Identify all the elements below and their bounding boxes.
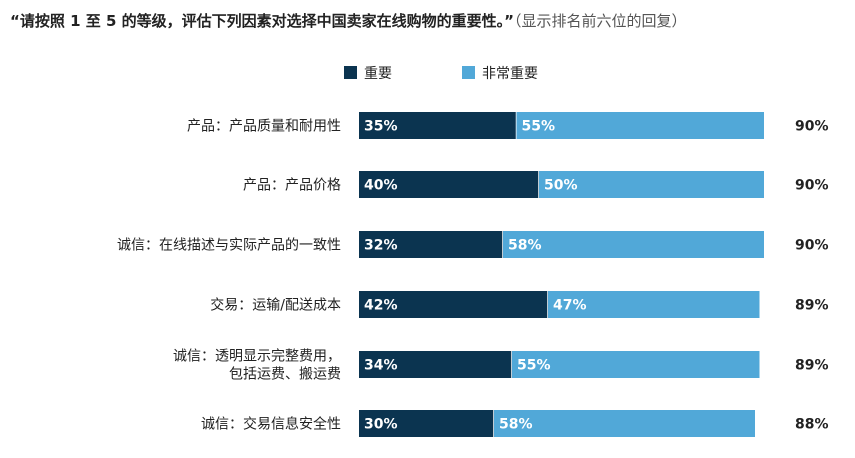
chart-title-note: （显示排名前六位的回复） xyxy=(513,12,687,30)
legend-swatch-important xyxy=(344,66,357,79)
value-label-important: 32% xyxy=(364,238,398,254)
bar-important xyxy=(359,291,548,318)
legend-label-important: 重要 xyxy=(364,66,392,82)
bar-very-important xyxy=(503,231,764,258)
value-label-very-important: 58% xyxy=(499,417,533,433)
bar-very-important xyxy=(512,351,760,378)
category-label: 产品：产品质量和耐用性 xyxy=(187,119,341,135)
total-label: 88% xyxy=(795,417,829,433)
bar-important xyxy=(359,171,539,198)
bar-important xyxy=(359,231,503,258)
bar-very-important xyxy=(539,171,764,198)
value-label-very-important: 55% xyxy=(522,119,556,135)
bar-important xyxy=(359,112,517,139)
total-label: 90% xyxy=(795,238,829,254)
category-label: 诚信：交易信息安全性 xyxy=(201,416,341,433)
value-label-very-important: 58% xyxy=(508,238,542,254)
legend-label-very-important: 非常重要 xyxy=(482,66,538,82)
total-label: 90% xyxy=(795,178,829,194)
category-label: 包括运费、搬运费 xyxy=(229,367,341,383)
category-label: 交易：运输/配送成本 xyxy=(210,297,341,314)
chart-title: “请按照 1 至 5 的等级，评估下列因素对选择中国卖家在线购物的重要性。”（显… xyxy=(10,10,850,31)
legend-swatch-very-important xyxy=(462,66,475,79)
value-label-important: 34% xyxy=(364,358,398,374)
category-label: 诚信：在线描述与实际产品的一致性 xyxy=(117,238,341,254)
value-label-very-important: 47% xyxy=(553,298,587,314)
category-label: 产品：产品价格 xyxy=(243,178,341,194)
value-label-important: 42% xyxy=(364,298,398,314)
value-label-important: 35% xyxy=(364,119,398,135)
bar-very-important xyxy=(494,410,755,437)
bar-important xyxy=(359,351,512,378)
bar-important xyxy=(359,410,494,437)
total-label: 89% xyxy=(795,358,829,374)
total-label: 89% xyxy=(795,298,829,314)
value-label-important: 30% xyxy=(364,417,398,433)
value-label-important: 40% xyxy=(364,178,398,194)
value-label-very-important: 55% xyxy=(517,358,551,374)
category-label: 诚信：透明显示完整费用， xyxy=(173,349,341,365)
bar-very-important xyxy=(548,291,760,318)
chart-title-main: “请按照 1 至 5 的等级，评估下列因素对选择中国卖家在线购物的重要性。” xyxy=(10,12,514,30)
total-label: 90% xyxy=(795,119,829,135)
bar-very-important xyxy=(516,112,764,139)
value-label-very-important: 50% xyxy=(544,178,578,194)
